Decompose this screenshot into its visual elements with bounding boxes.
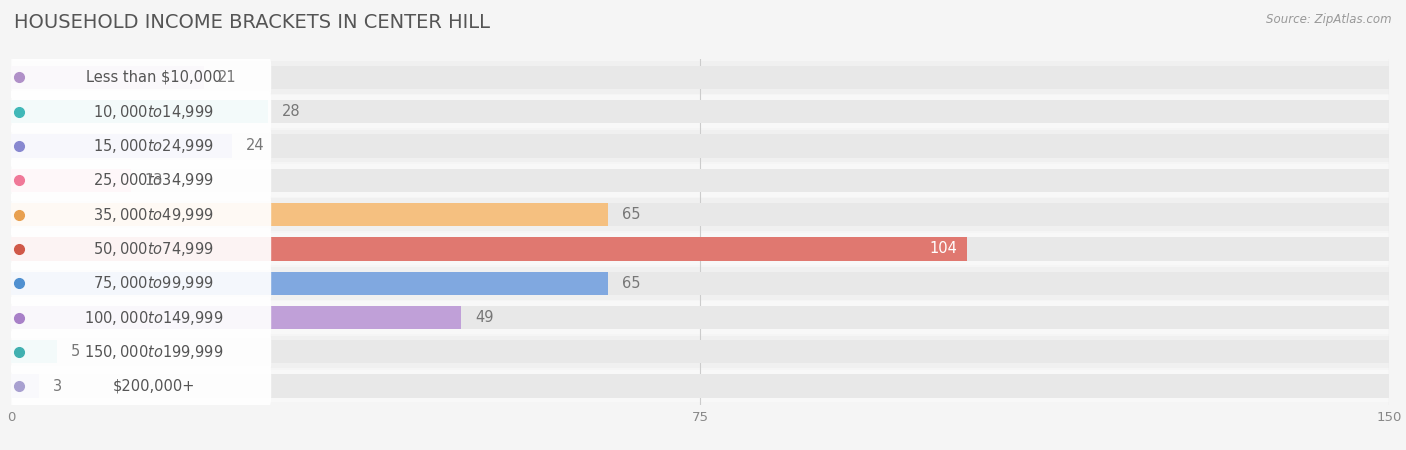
FancyBboxPatch shape: [4, 160, 271, 201]
FancyBboxPatch shape: [4, 297, 271, 338]
FancyBboxPatch shape: [4, 126, 271, 166]
Bar: [11, 271, 1389, 295]
Bar: [11, 134, 232, 158]
Text: $25,000 to $34,999: $25,000 to $34,999: [93, 171, 214, 189]
Text: $35,000 to $49,999: $35,000 to $49,999: [93, 206, 214, 224]
Bar: [11, 100, 269, 123]
Text: 104: 104: [929, 241, 957, 256]
Bar: [11, 169, 1389, 192]
Text: 65: 65: [621, 276, 641, 291]
Bar: [11, 340, 58, 364]
Bar: [11, 66, 1389, 89]
Text: $10,000 to $14,999: $10,000 to $14,999: [93, 103, 214, 121]
Bar: [11, 267, 1389, 300]
Text: $50,000 to $74,999: $50,000 to $74,999: [93, 240, 214, 258]
Bar: [11, 370, 1389, 402]
Bar: [11, 203, 1389, 226]
Bar: [11, 340, 1389, 364]
Text: 65: 65: [621, 207, 641, 222]
FancyBboxPatch shape: [4, 228, 271, 270]
Bar: [11, 306, 1389, 329]
Bar: [11, 169, 131, 192]
Bar: [11, 61, 1389, 94]
FancyBboxPatch shape: [4, 331, 271, 373]
Text: $100,000 to $149,999: $100,000 to $149,999: [84, 309, 224, 327]
FancyBboxPatch shape: [4, 194, 271, 235]
Bar: [11, 134, 1389, 158]
Bar: [11, 100, 1389, 123]
Bar: [11, 306, 461, 329]
Bar: [11, 374, 1389, 398]
Text: 49: 49: [475, 310, 494, 325]
Bar: [11, 198, 1389, 231]
Text: 21: 21: [218, 70, 236, 85]
Bar: [11, 164, 1389, 197]
Text: HOUSEHOLD INCOME BRACKETS IN CENTER HILL: HOUSEHOLD INCOME BRACKETS IN CENTER HILL: [14, 14, 491, 32]
Bar: [11, 66, 204, 89]
Text: 24: 24: [246, 139, 264, 153]
Bar: [11, 233, 1389, 265]
Bar: [11, 130, 1389, 162]
Bar: [11, 95, 1389, 128]
Text: 3: 3: [52, 378, 62, 394]
FancyBboxPatch shape: [4, 91, 271, 132]
Text: $200,000+: $200,000+: [112, 378, 195, 394]
Bar: [11, 301, 1389, 334]
FancyBboxPatch shape: [4, 365, 271, 407]
Text: $15,000 to $24,999: $15,000 to $24,999: [93, 137, 214, 155]
Bar: [11, 336, 1389, 368]
Text: Source: ZipAtlas.com: Source: ZipAtlas.com: [1267, 14, 1392, 27]
Text: $75,000 to $99,999: $75,000 to $99,999: [93, 274, 214, 292]
Text: 28: 28: [283, 104, 301, 119]
Text: 5: 5: [70, 344, 80, 359]
Text: 13: 13: [145, 173, 163, 188]
Text: Less than $10,000: Less than $10,000: [86, 70, 222, 85]
Bar: [11, 203, 609, 226]
Bar: [11, 374, 39, 398]
Bar: [11, 271, 609, 295]
FancyBboxPatch shape: [4, 263, 271, 304]
FancyBboxPatch shape: [4, 57, 271, 98]
Text: $150,000 to $199,999: $150,000 to $199,999: [84, 343, 224, 361]
Bar: [11, 237, 1389, 261]
Bar: [11, 237, 966, 261]
